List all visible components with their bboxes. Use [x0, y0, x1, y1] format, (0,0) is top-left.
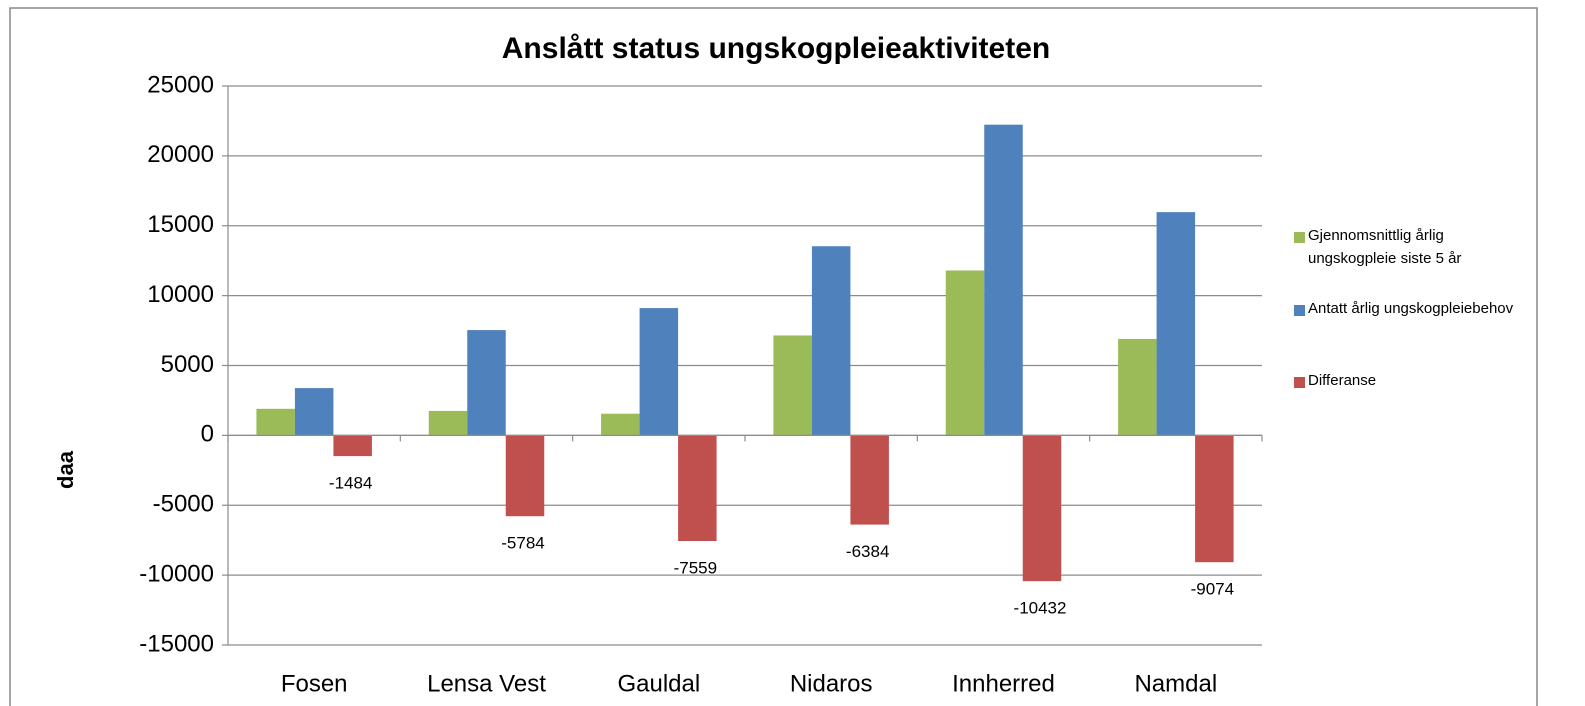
y-tick-label: 0	[201, 421, 214, 448]
y-tick-label: -15000	[139, 630, 214, 657]
data-label: -10432	[1014, 599, 1067, 618]
bar	[428, 410, 468, 436]
chart-border	[9, 7, 1538, 706]
legend-swatch	[1294, 305, 1305, 316]
chart-title: Anslått status ungskogpleieaktiviteten	[502, 32, 1050, 65]
data-label: -7559	[674, 558, 717, 577]
y-tick-label: 15000	[147, 211, 214, 238]
data-label: -9074	[1191, 580, 1234, 599]
legend-swatch	[1294, 377, 1305, 388]
bar	[467, 330, 506, 436]
bar	[294, 388, 334, 436]
bar	[1022, 435, 1062, 582]
y-axis-title: daa	[53, 450, 78, 489]
x-tick-label: Fosen	[281, 670, 348, 697]
y-tick-label: 10000	[147, 281, 214, 308]
bar	[984, 124, 1023, 436]
data-label: -1484	[329, 474, 372, 493]
data-label: -6384	[846, 542, 889, 561]
x-tick-label: Innherred	[952, 670, 1055, 697]
x-tick-label: Namdal	[1134, 670, 1217, 697]
bar	[333, 435, 372, 457]
bar	[1156, 212, 1196, 436]
legend-label: Gjennomsnittlig årlig ungskogpleie siste…	[1308, 227, 1462, 267]
x-tick-label: Lensa Vest	[427, 670, 546, 697]
bar	[601, 413, 640, 436]
bar	[773, 335, 812, 436]
legend-swatch	[1294, 232, 1305, 243]
bar	[256, 408, 295, 436]
bar	[1118, 338, 1157, 436]
legend-label: Differanse	[1308, 372, 1377, 389]
bar	[639, 308, 679, 436]
bar	[1195, 435, 1234, 563]
y-tick-label: -10000	[139, 560, 214, 587]
x-tick-label: Nidaros	[790, 670, 873, 697]
bar	[850, 435, 889, 525]
y-tick-label: 5000	[161, 351, 214, 378]
bar	[945, 270, 985, 436]
data-label: -5784	[501, 534, 544, 553]
legend-label: Antatt årlig ungskogpleiebehov	[1308, 300, 1514, 317]
bar	[505, 435, 545, 517]
y-tick-label: 20000	[147, 141, 214, 168]
y-tick-label: -5000	[153, 491, 214, 518]
y-tick-label: 25000	[147, 71, 214, 98]
bar	[811, 246, 851, 436]
x-tick-label: Gauldal	[617, 670, 700, 697]
bar	[678, 435, 717, 542]
